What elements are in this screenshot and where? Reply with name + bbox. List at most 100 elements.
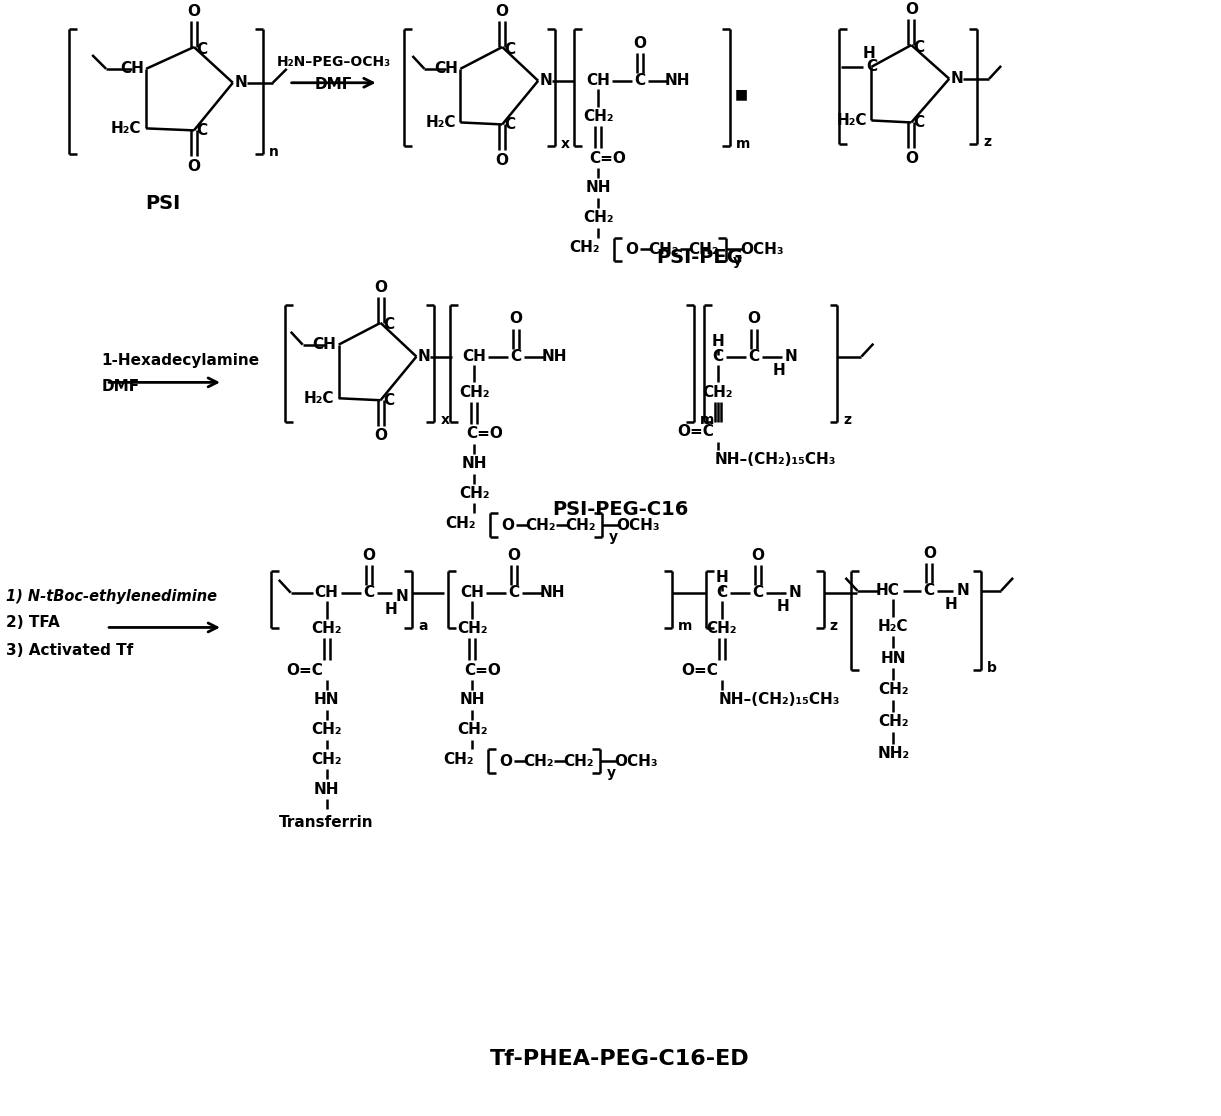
Text: CH₂: CH₂ <box>443 752 474 767</box>
Text: C: C <box>383 317 394 333</box>
Text: O: O <box>923 546 935 560</box>
Text: NH: NH <box>541 349 567 364</box>
Text: CH₂: CH₂ <box>707 620 737 636</box>
Text: z: z <box>829 619 838 634</box>
Text: C=O: C=O <box>464 663 501 677</box>
Text: HN: HN <box>880 651 906 666</box>
Text: C: C <box>197 123 208 138</box>
Text: 2) TFA: 2) TFA <box>6 615 60 631</box>
Text: CH₂: CH₂ <box>878 714 908 729</box>
Text: CH₂: CH₂ <box>523 754 553 769</box>
Text: NH: NH <box>540 585 565 600</box>
Text: H₂C: H₂C <box>111 121 142 136</box>
Text: C: C <box>913 39 924 55</box>
Text: DMF: DMF <box>315 77 353 93</box>
Text: O: O <box>502 518 515 532</box>
Text: NH–(CH₂)₁₅CH₃: NH–(CH₂)₁₅CH₃ <box>714 452 836 468</box>
Text: O: O <box>508 548 520 562</box>
Text: CH₂: CH₂ <box>582 109 613 124</box>
Text: m: m <box>700 413 714 427</box>
Text: N: N <box>784 349 797 364</box>
Text: H: H <box>945 597 957 613</box>
Text: z: z <box>983 135 991 150</box>
Text: C: C <box>510 349 521 364</box>
Text: CH₂: CH₂ <box>878 683 908 698</box>
Text: C: C <box>363 585 374 600</box>
Text: N: N <box>957 584 969 598</box>
Text: H: H <box>863 47 875 61</box>
Text: H₂C: H₂C <box>836 113 867 128</box>
Text: CH₂: CH₂ <box>459 485 490 501</box>
Text: CH₂: CH₂ <box>446 516 476 531</box>
Text: C: C <box>712 349 723 364</box>
Text: DMF: DMF <box>101 378 139 394</box>
Text: O: O <box>905 151 918 165</box>
Text: H₂C: H₂C <box>878 619 908 634</box>
Text: C: C <box>717 585 728 600</box>
Text: NH: NH <box>665 74 691 88</box>
Text: CH₂: CH₂ <box>582 210 613 225</box>
Text: N: N <box>540 74 553 88</box>
Text: C: C <box>504 41 515 57</box>
Text: y: y <box>607 767 617 780</box>
Text: CH₂: CH₂ <box>689 242 719 257</box>
Text: O=C: O=C <box>681 663 718 677</box>
Text: CH: CH <box>120 61 144 76</box>
Text: O: O <box>634 36 646 50</box>
Text: O: O <box>625 242 639 257</box>
Text: NH₂: NH₂ <box>878 745 910 761</box>
Text: CH: CH <box>463 349 486 364</box>
Text: H₂C: H₂C <box>425 115 455 129</box>
Text: O: O <box>188 158 200 174</box>
Text: H: H <box>772 363 785 378</box>
Text: 1-Hexadecylamine: 1-Hexadecylamine <box>101 353 259 368</box>
Text: C: C <box>924 584 935 598</box>
Text: O: O <box>496 153 509 167</box>
Text: 3) Activated Tf: 3) Activated Tf <box>6 643 133 657</box>
Text: Transferrin: Transferrin <box>280 816 374 830</box>
Text: NH: NH <box>585 181 610 195</box>
Text: CH: CH <box>586 74 610 88</box>
Text: y: y <box>609 530 618 545</box>
Text: NH–(CH₂)₁₅CH₃: NH–(CH₂)₁₅CH₃ <box>719 692 840 708</box>
Text: C: C <box>383 393 394 407</box>
Text: O: O <box>905 2 918 17</box>
Text: CH₂: CH₂ <box>457 620 487 636</box>
Text: CH: CH <box>313 337 337 353</box>
Text: N: N <box>396 589 409 604</box>
Text: PSI-PEG: PSI-PEG <box>657 248 744 267</box>
Text: C: C <box>913 115 924 129</box>
Text: CH₂: CH₂ <box>459 385 490 400</box>
Text: PSI: PSI <box>145 194 181 213</box>
Text: C: C <box>748 349 759 364</box>
Text: CH₂: CH₂ <box>525 518 556 532</box>
Text: ■: ■ <box>735 88 748 102</box>
Text: PSI-PEG-C16: PSI-PEG-C16 <box>552 500 689 519</box>
Text: N: N <box>951 71 963 86</box>
Text: N: N <box>234 75 247 90</box>
Text: CH₂: CH₂ <box>569 240 600 254</box>
Text: C: C <box>866 59 877 75</box>
Text: O: O <box>509 311 523 326</box>
Text: NH: NH <box>314 781 339 797</box>
Text: Tf-PHEA-PEG-C16-ED: Tf-PHEA-PEG-C16-ED <box>490 1049 750 1069</box>
Text: C: C <box>504 117 515 132</box>
Text: a: a <box>419 619 427 634</box>
Text: N: N <box>789 585 801 600</box>
Text: C: C <box>509 585 520 600</box>
Text: CH: CH <box>435 61 458 76</box>
Text: CH₂: CH₂ <box>311 722 342 738</box>
Text: OCH₃: OCH₃ <box>614 754 658 769</box>
Text: O: O <box>363 548 375 562</box>
Text: O: O <box>496 3 509 19</box>
Text: H₂N–PEG–OCH₃: H₂N–PEG–OCH₃ <box>277 55 391 69</box>
Text: CH₂: CH₂ <box>702 385 733 400</box>
Text: CH₂: CH₂ <box>563 754 593 769</box>
Text: O: O <box>499 754 513 769</box>
Text: O=C: O=C <box>678 424 714 440</box>
Text: b: b <box>987 661 998 675</box>
Text: m: m <box>736 137 750 152</box>
Text: H₂C: H₂C <box>303 391 333 406</box>
Text: CH₂: CH₂ <box>565 518 596 532</box>
Text: CH₂: CH₂ <box>457 722 487 738</box>
